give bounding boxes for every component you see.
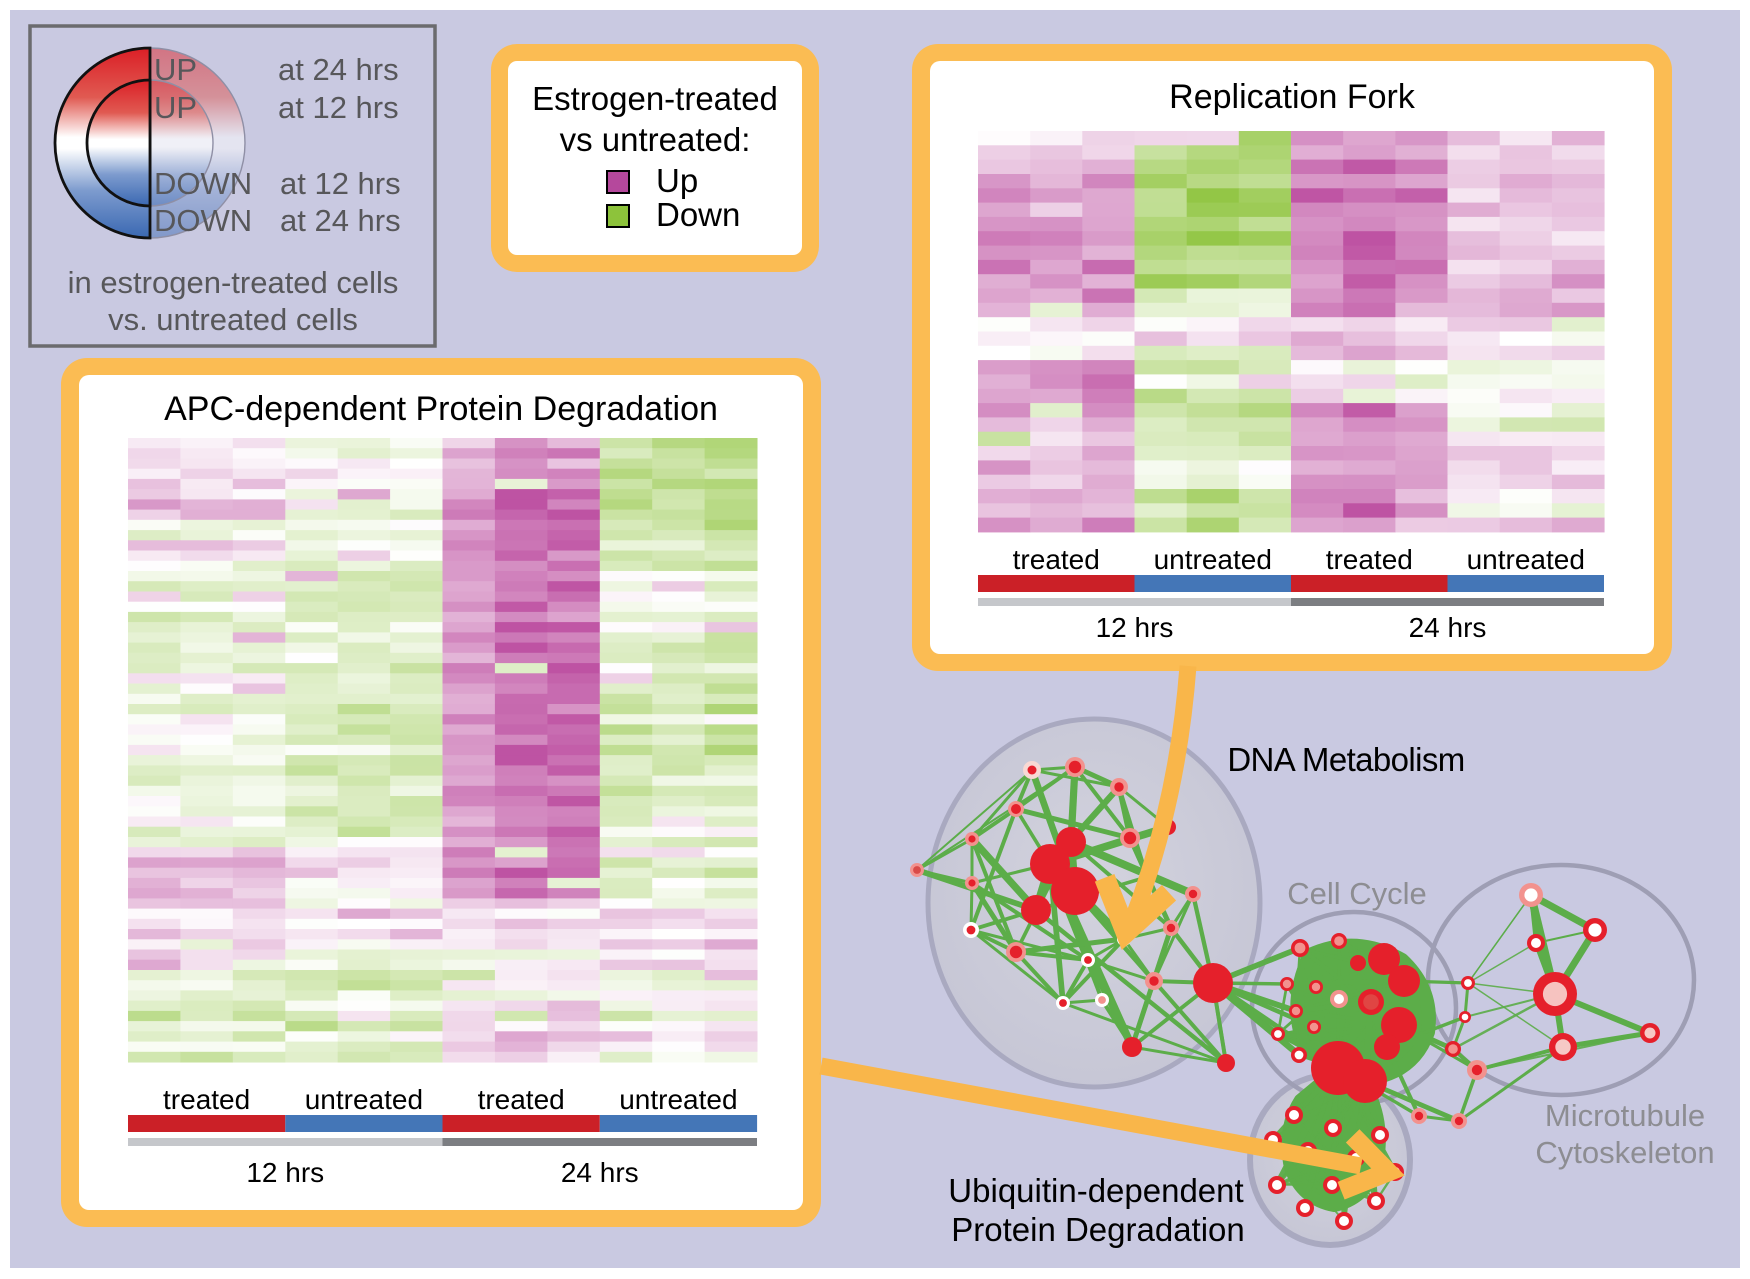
svg-text:treated: treated bbox=[163, 1084, 250, 1115]
svg-text:Estrogen-treated: Estrogen-treated bbox=[532, 80, 778, 117]
svg-text:at 24 hrs: at 24 hrs bbox=[278, 52, 399, 87]
svg-text:Microtubule: Microtubule bbox=[1545, 1098, 1705, 1133]
svg-text:at 12 hrs: at 12 hrs bbox=[280, 166, 401, 201]
svg-text:vs untreated:: vs untreated: bbox=[560, 121, 751, 158]
svg-text:at 24 hrs: at 24 hrs bbox=[280, 203, 401, 238]
svg-text:treated: treated bbox=[1326, 544, 1413, 575]
svg-text:treated: treated bbox=[478, 1084, 565, 1115]
svg-text:untreated: untreated bbox=[1154, 544, 1272, 575]
svg-text:12 hrs: 12 hrs bbox=[1096, 612, 1174, 643]
svg-text:DOWN: DOWN bbox=[154, 166, 252, 201]
svg-text:UP: UP bbox=[154, 90, 197, 125]
svg-text:APC-dependent Protein Degradat: APC-dependent Protein Degradation bbox=[164, 390, 718, 428]
svg-text:UP: UP bbox=[154, 52, 197, 87]
svg-text:untreated: untreated bbox=[305, 1084, 423, 1115]
svg-text:Protein Degradation: Protein Degradation bbox=[951, 1211, 1245, 1248]
svg-text:vs. untreated cells: vs. untreated cells bbox=[108, 302, 358, 337]
svg-text:Ubiquitin-dependent: Ubiquitin-dependent bbox=[948, 1172, 1243, 1209]
svg-text:Cell Cycle: Cell Cycle bbox=[1287, 876, 1427, 911]
svg-text:untreated: untreated bbox=[619, 1084, 737, 1115]
svg-text:24 hrs: 24 hrs bbox=[561, 1157, 639, 1188]
svg-text:Up: Up bbox=[656, 162, 698, 199]
svg-text:DNA Metabolism: DNA Metabolism bbox=[1227, 741, 1464, 778]
svg-text:12 hrs: 12 hrs bbox=[246, 1157, 324, 1188]
svg-text:Replication Fork: Replication Fork bbox=[1169, 78, 1416, 116]
svg-text:untreated: untreated bbox=[1467, 544, 1585, 575]
svg-text:in estrogen-treated cells: in estrogen-treated cells bbox=[68, 265, 399, 300]
svg-text:24 hrs: 24 hrs bbox=[1409, 612, 1487, 643]
svg-text:DOWN: DOWN bbox=[154, 203, 252, 238]
svg-text:at 12 hrs: at 12 hrs bbox=[278, 90, 399, 125]
svg-text:Cytoskeleton: Cytoskeleton bbox=[1535, 1135, 1714, 1170]
svg-text:Down: Down bbox=[656, 196, 740, 233]
svg-text:treated: treated bbox=[1013, 544, 1100, 575]
